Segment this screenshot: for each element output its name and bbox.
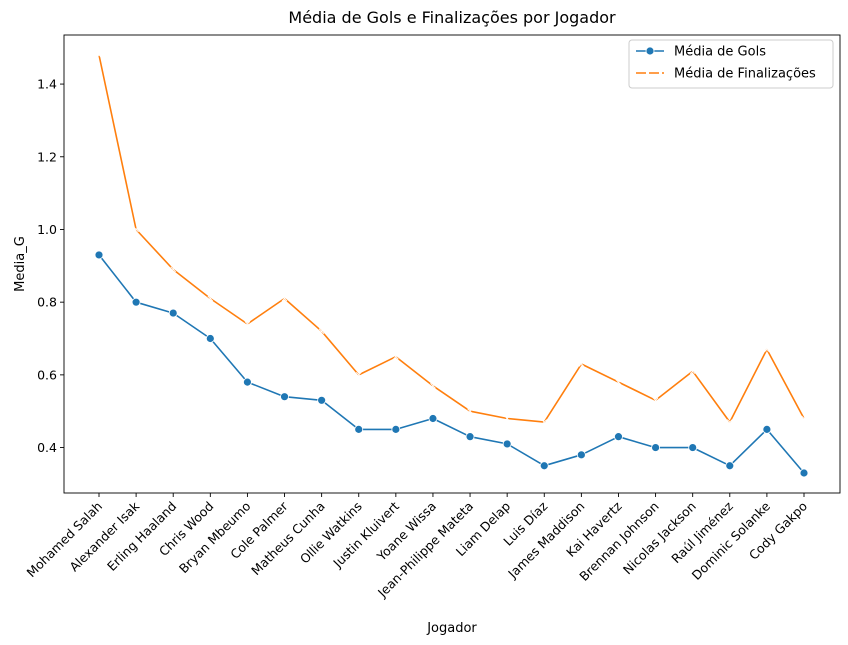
data-point: [205, 334, 215, 343]
data-point: [94, 250, 104, 260]
data-point: [133, 226, 139, 233]
series-lines: [94, 52, 809, 478]
data-point: [467, 408, 473, 415]
data-point: [430, 382, 436, 389]
data-point: [726, 419, 733, 425]
data-point: [688, 443, 698, 452]
data-point: [131, 297, 141, 307]
data-point: [393, 353, 399, 360]
data-point: [355, 372, 362, 378]
data-point: [576, 450, 586, 460]
data-point: [539, 461, 549, 471]
y-axis-ticks: 0.4 0.6 0.8 1.0 1.2 1.4: [37, 77, 64, 455]
data-point: [799, 468, 809, 478]
data-point: [502, 439, 512, 449]
y-tick-label: 0.8: [37, 295, 57, 310]
series-line-1: [98, 54, 805, 423]
data-point: [354, 424, 364, 434]
chart-title: Média de Gols e Finalizações por Jogador: [288, 8, 616, 27]
data-point: [465, 432, 475, 442]
data-point: [318, 328, 325, 335]
data-point: [280, 392, 289, 402]
y-tick-label: 1.0: [37, 222, 57, 237]
legend-label: Média de Gols: [674, 45, 766, 60]
y-tick-label: 0.4: [37, 440, 57, 455]
data-point: [578, 361, 585, 367]
legend-marker: [645, 46, 655, 56]
data-point: [317, 395, 327, 405]
data-point: [428, 414, 438, 423]
data-point: [762, 424, 772, 434]
data-point: [96, 52, 102, 58]
legend-label: Média de Finalizações: [674, 67, 816, 82]
y-axis-label: Media_G: [13, 236, 28, 292]
y-tick-label: 1.2: [37, 149, 57, 164]
data-point: [652, 397, 659, 404]
legend: Média de Gols Média de Finalizações: [628, 39, 834, 89]
data-point: [801, 415, 807, 422]
legend-box: [628, 39, 834, 89]
x-axis-label: Jogador: [426, 621, 477, 636]
data-point: [614, 432, 623, 442]
data-point: [207, 295, 214, 302]
data-point: [725, 461, 735, 471]
data-point: [391, 424, 401, 434]
data-point: [689, 368, 696, 375]
data-point: [615, 379, 622, 385]
data-point: [504, 415, 510, 422]
series-line-0: [98, 254, 805, 474]
y-tick-label: 0.6: [37, 367, 57, 382]
data-point: [281, 295, 288, 302]
data-point: [168, 308, 178, 318]
data-point: [764, 346, 770, 353]
data-point: [244, 321, 251, 327]
data-point: [170, 266, 177, 273]
data-point: [243, 377, 252, 387]
data-point: [541, 419, 548, 425]
data-point: [651, 443, 660, 452]
plot-frame: [63, 34, 841, 494]
y-tick-label: 1.4: [37, 77, 57, 92]
